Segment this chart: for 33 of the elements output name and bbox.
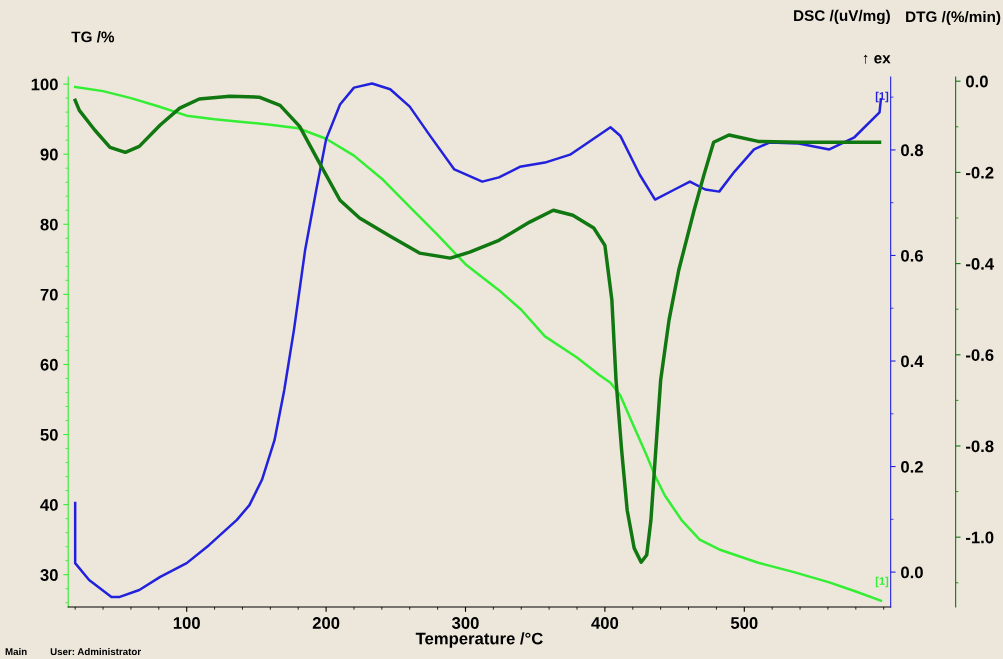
x-tick-label: 200 xyxy=(312,617,340,629)
y-tick-label: 70 xyxy=(40,288,58,301)
y2-axis-title: DSC /(uV/mg) xyxy=(794,9,890,25)
x-tick-label: 100 xyxy=(173,617,200,629)
y3-tick-label: -0.4 xyxy=(966,258,994,270)
y3-tick-label: -0.6 xyxy=(966,349,994,361)
y-tick-label: 80 xyxy=(40,218,58,231)
annotation: [1] xyxy=(875,576,889,588)
text: Main xyxy=(5,647,27,656)
y-tick-label: 100 xyxy=(31,78,58,91)
x-tick-label: 400 xyxy=(591,617,619,629)
y-tick-label: 30 xyxy=(40,569,58,581)
y-axis-title: TG /% xyxy=(71,31,115,43)
y2-tick-label: 0.2 xyxy=(901,460,923,473)
y2-tick-label: 0.6 xyxy=(901,249,923,262)
y-tick-label: 60 xyxy=(40,358,58,371)
y-tick-label: 50 xyxy=(40,428,58,441)
y-tick-label: 90 xyxy=(40,148,58,161)
y3-tick-label: 0.0 xyxy=(966,75,988,88)
y3-tick-label: -0.8 xyxy=(966,440,994,453)
y3-tick-label: -1.0 xyxy=(966,531,994,544)
y3-axis-title: DTG /(%/min) xyxy=(906,10,1001,26)
y3-tick-label: -0.2 xyxy=(966,166,994,179)
x-tick-label: 500 xyxy=(730,617,758,629)
text: User: Administrator xyxy=(50,647,141,656)
x-axis-title: Temperature /°C xyxy=(415,632,543,648)
y-tick-label: 40 xyxy=(40,499,58,511)
text: ↑ ex xyxy=(863,54,891,64)
x-tick-label: 300 xyxy=(451,617,479,629)
y2-tick-label: 0.8 xyxy=(901,144,924,157)
annotation: [1] xyxy=(875,91,889,103)
y2-tick-label: 0.4 xyxy=(901,355,924,368)
y2-tick-label: 0.0 xyxy=(901,566,923,579)
